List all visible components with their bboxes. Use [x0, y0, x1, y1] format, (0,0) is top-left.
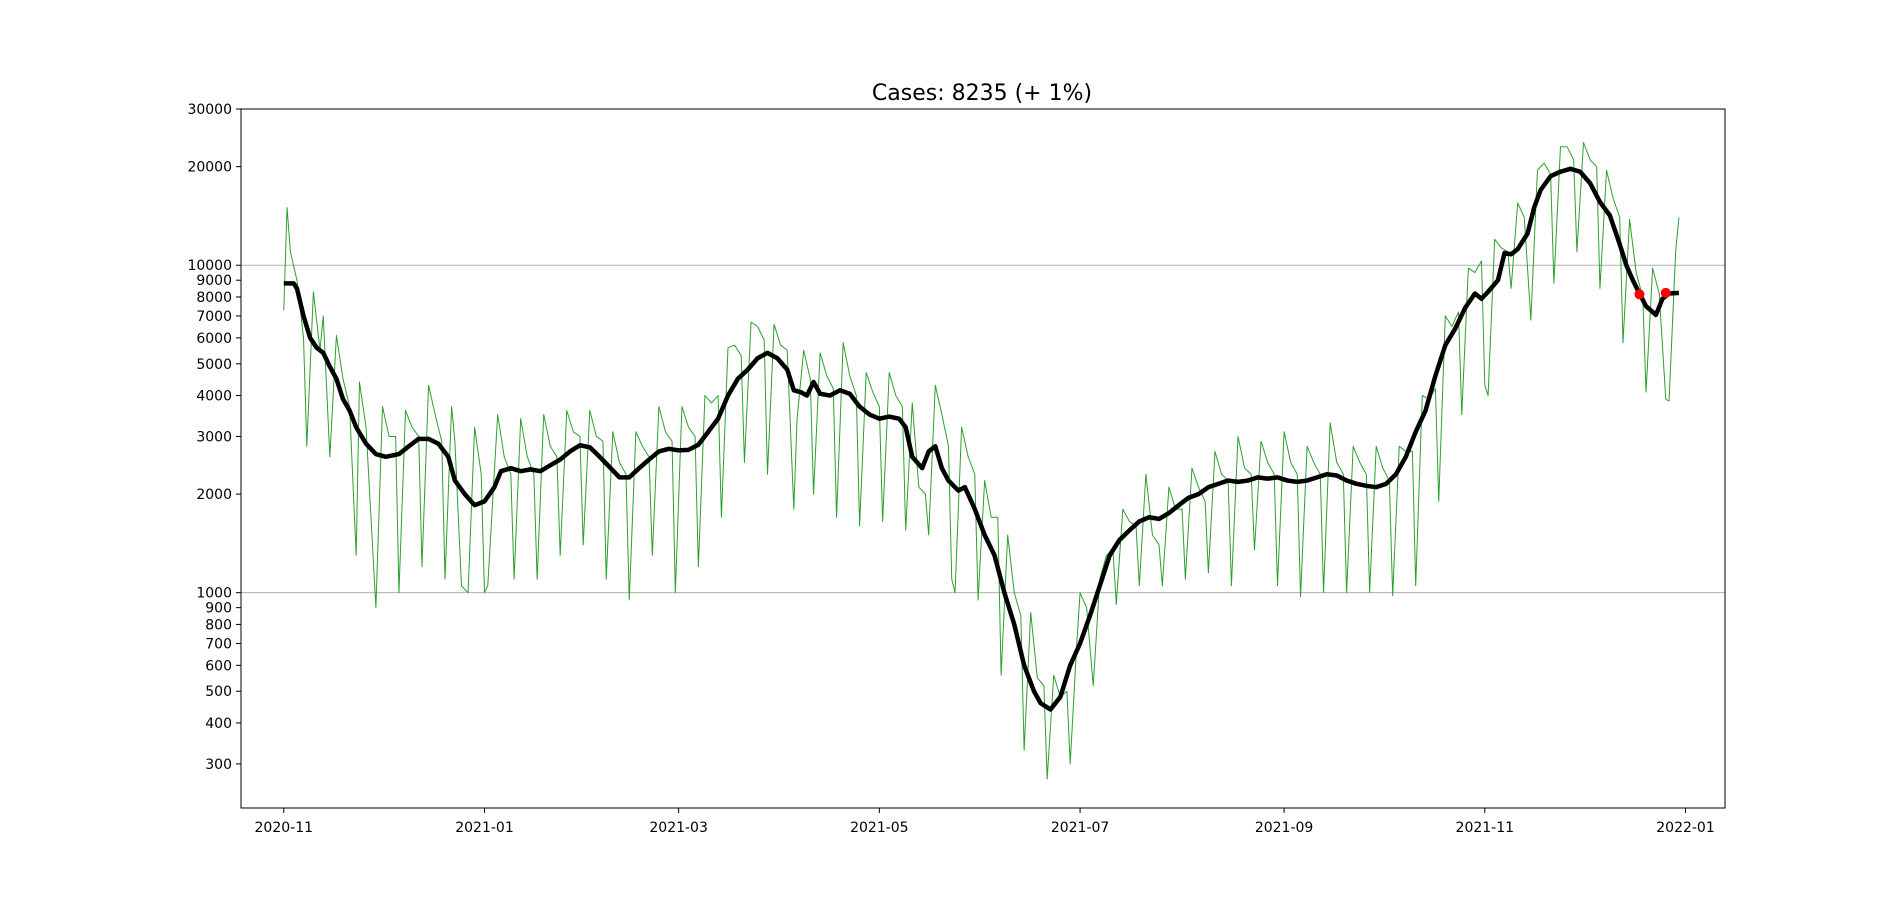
- series-line-average: [283, 166, 1680, 712]
- series-line-daily: [283, 142, 1680, 780]
- x-axis: 2020-11 2021-01 2021-03 2021-05 2021-07 2021-…: [255, 808, 1715, 836]
- y-tick-label-800: 800: [205, 617, 232, 633]
- y-tick-label-400: 400: [205, 716, 232, 732]
- y-tick-label-900: 900: [205, 601, 232, 617]
- x-tick-label-2021-05: 2021-05: [850, 820, 909, 836]
- y-tick-label-6000: 6000: [196, 331, 232, 347]
- y-tick-label-9000: 9000: [196, 273, 232, 289]
- plot-frame: [240, 108, 1726, 809]
- y-tick-label-300: 300: [205, 757, 232, 773]
- x-tick-label-2021-03: 2021-03: [649, 820, 708, 836]
- x-tick-label-2022-01: 2022-01: [1656, 820, 1715, 836]
- x-tick-label-2021-01: 2021-01: [455, 820, 514, 836]
- gridlines: [241, 264, 1725, 594]
- y-tick-label-700: 700: [205, 636, 232, 652]
- marker-layer: [1634, 287, 1671, 300]
- y-tick-label-20000: 20000: [187, 160, 232, 176]
- y-tick-label-30000: 30000: [187, 102, 232, 118]
- series-layer: [283, 142, 1680, 780]
- marker-point-2: [1660, 287, 1671, 298]
- y-tick-label-600: 600: [205, 658, 232, 674]
- y-tick-label-1000: 1000: [196, 586, 232, 602]
- x-tick-label-2021-11: 2021-11: [1456, 820, 1515, 836]
- x-tick-label-2021-07: 2021-07: [1051, 820, 1110, 836]
- y-tick-label-10000: 10000: [187, 258, 232, 274]
- y-tick-label-4000: 4000: [196, 389, 232, 405]
- x-tick-label-2020-11: 2020-11: [255, 820, 314, 836]
- y-tick-label-500: 500: [205, 684, 232, 700]
- x-tick-label-2021-09: 2021-09: [1255, 820, 1314, 836]
- y-tick-label-5000: 5000: [196, 357, 232, 373]
- y-tick-label-7000: 7000: [196, 309, 232, 325]
- chart-title: Cases: 8235 (+ 1%): [872, 81, 1092, 106]
- y-tick-label-2000: 2000: [196, 487, 232, 503]
- y-tick-label-3000: 3000: [196, 429, 232, 445]
- y-tick-label-8000: 8000: [196, 290, 232, 306]
- marker-point-1: [1634, 289, 1645, 300]
